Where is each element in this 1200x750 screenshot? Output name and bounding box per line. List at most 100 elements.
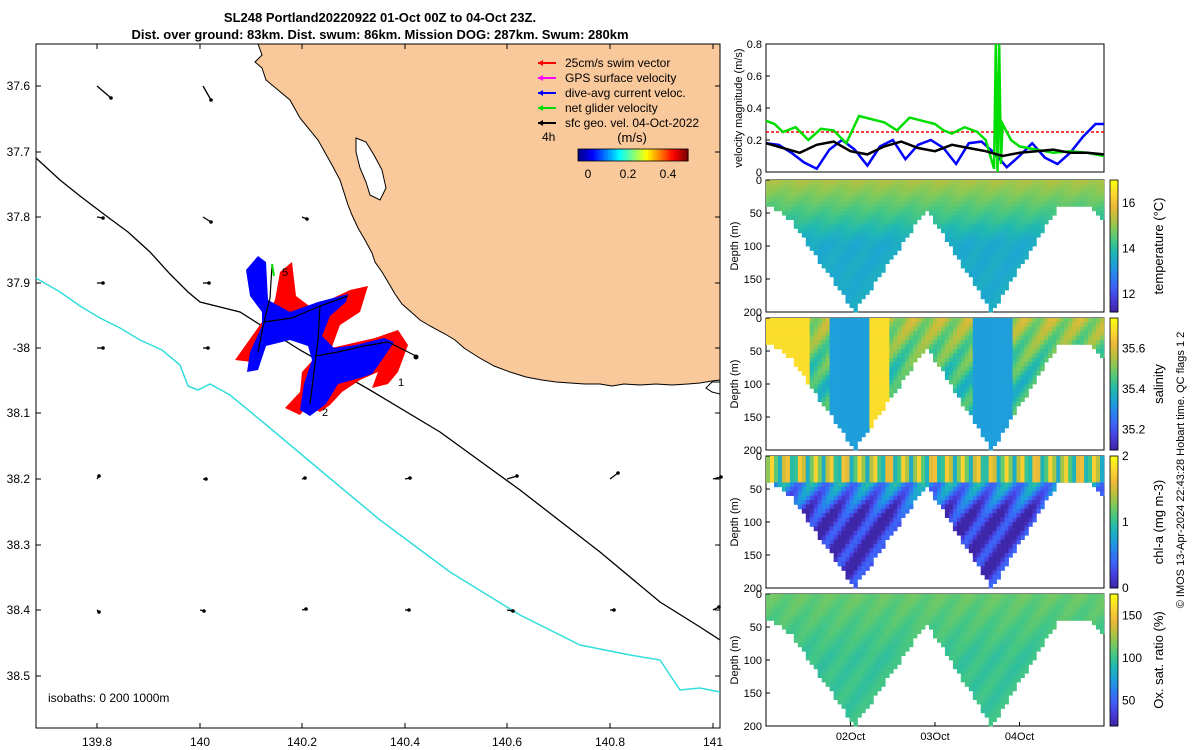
- section-cell: [821, 188, 826, 194]
- section-cell: [785, 607, 791, 612]
- section-cell: [1024, 513, 1029, 518]
- section-cell: [869, 362, 874, 367]
- section-cell: [996, 263, 1001, 269]
- section-cell: [1016, 228, 1021, 234]
- section-cell: [845, 294, 850, 300]
- section-cell: [944, 232, 950, 238]
- section-cell: [1012, 370, 1017, 376]
- section-cell: [833, 611, 838, 617]
- section-cell: [996, 469, 1001, 474]
- section-colorbar-cell: [1110, 242, 1118, 247]
- section-cell: [980, 276, 985, 282]
- section-cell: [845, 344, 850, 350]
- section-cell: [837, 598, 842, 604]
- section-cell: [849, 184, 854, 190]
- section-cell: [801, 180, 807, 185]
- section-cell: [1060, 184, 1065, 190]
- section-cell: [893, 491, 898, 496]
- section-cell: [869, 504, 874, 510]
- section-cell: [1092, 193, 1097, 198]
- section-cell: [869, 526, 874, 532]
- section-cell: [817, 184, 822, 190]
- section-cell: [976, 180, 981, 185]
- section-cell: [933, 469, 938, 474]
- section-cell: [984, 574, 989, 580]
- section-cell: [813, 318, 818, 323]
- section-cell: [849, 638, 854, 643]
- section-cell: [1080, 318, 1085, 323]
- section-cell: [1032, 460, 1037, 466]
- section-cell: [1060, 193, 1065, 198]
- section-cell: [968, 353, 974, 358]
- section-cell: [829, 392, 834, 398]
- section-cell: [845, 620, 850, 626]
- section-cell: [793, 202, 799, 207]
- section-cell: [877, 611, 882, 617]
- section-cell: [1044, 326, 1049, 332]
- section-cell: [1000, 486, 1005, 492]
- section-cell: [956, 241, 962, 247]
- section-cell: [1024, 495, 1029, 501]
- section-cell: [976, 224, 981, 229]
- section-cell: [849, 517, 854, 523]
- section-cell: [881, 473, 886, 479]
- section-cell: [817, 232, 822, 238]
- section-cell: [901, 331, 906, 336]
- section-cell: [1024, 486, 1029, 492]
- section-cell: [972, 375, 978, 380]
- section-cell: [1080, 478, 1085, 483]
- section-cell: [988, 290, 993, 295]
- section-cell: [1016, 517, 1021, 523]
- section-cell: [789, 464, 795, 470]
- section-cell: [861, 607, 866, 612]
- section-cell: [988, 362, 993, 367]
- section-cell: [766, 335, 771, 341]
- section-cell: [905, 202, 910, 207]
- section-cell: [1084, 318, 1089, 323]
- section-cell: [869, 695, 874, 700]
- section-cell: [988, 522, 993, 527]
- section-cell: [1084, 456, 1089, 461]
- section-cell: [1012, 530, 1017, 536]
- section-cell: [817, 180, 822, 185]
- section-cell: [877, 202, 882, 207]
- section-cell: [865, 633, 870, 639]
- section-cell: [853, 583, 858, 589]
- section-cell: [881, 215, 886, 220]
- section-cell: [833, 215, 838, 220]
- section-cell: [873, 259, 878, 264]
- section-cell: [960, 535, 966, 540]
- section-cell: [1008, 464, 1013, 470]
- section-colorbar-cell: [1110, 384, 1118, 388]
- section-cell: [1004, 544, 1009, 549]
- section-cell: [837, 651, 842, 656]
- section-cell: [1012, 491, 1017, 496]
- section-cell: [964, 539, 970, 545]
- section-cell: [833, 695, 838, 700]
- section-cell: [984, 298, 989, 304]
- section-cell: [996, 206, 1001, 212]
- section-cell: [984, 241, 989, 247]
- section-cell: [929, 202, 934, 207]
- section-cell: [921, 193, 926, 198]
- section-cell: [1004, 397, 1009, 402]
- section-cell: [885, 464, 890, 470]
- section-cell: [1028, 184, 1033, 190]
- section-cell: [909, 504, 914, 510]
- section-cell: [968, 254, 974, 260]
- section-cell: [964, 535, 970, 540]
- section-cell: [1004, 495, 1009, 501]
- section-cell: [885, 254, 890, 260]
- section-cell: [766, 611, 771, 617]
- section-cell: [1008, 478, 1013, 483]
- section-cell: [774, 180, 779, 185]
- colorbar-cell: [658, 149, 662, 161]
- section-cell: [857, 276, 862, 282]
- section-cell: [853, 232, 858, 238]
- section-cell: [1012, 241, 1017, 247]
- section-cell: [845, 331, 850, 336]
- section-colorbar-cell: [1110, 446, 1118, 451]
- section-cell: [1084, 193, 1089, 198]
- section-cell: [988, 366, 993, 372]
- section-cell: [833, 473, 838, 479]
